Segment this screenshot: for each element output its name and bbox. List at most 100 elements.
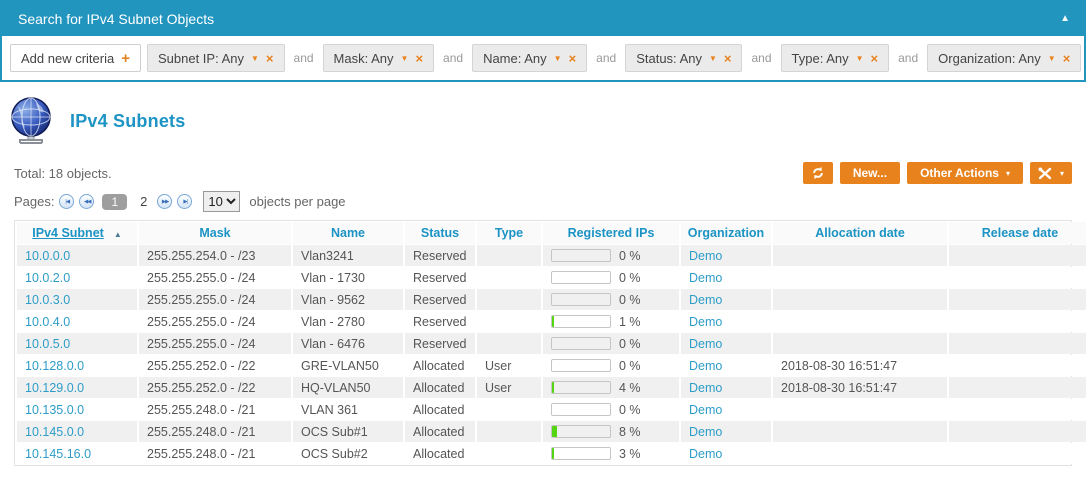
page-2-link[interactable]: 2 xyxy=(140,194,148,209)
subnet-link[interactable]: 10.0.3.0 xyxy=(25,292,71,307)
new-button[interactable]: New... xyxy=(839,162,901,184)
registered-ips-label: 0 % xyxy=(619,336,641,351)
registered-ips-bar xyxy=(551,271,611,285)
tools-button[interactable]: ▾ xyxy=(1029,162,1072,184)
remove-criteria-icon[interactable]: × xyxy=(1062,50,1071,66)
plus-icon: + xyxy=(121,49,130,67)
mask-cell: 255.255.248.0 - /21 xyxy=(139,421,291,442)
column-header-label: Type xyxy=(494,226,524,240)
criteria-chip[interactable]: Subnet IP: Any ▼ × xyxy=(146,44,285,72)
subnet-cell: 10.145.16.0 xyxy=(17,443,137,464)
registered-ips-label: 0 % xyxy=(619,292,641,307)
registered-ips-fill xyxy=(552,426,557,438)
type-cell xyxy=(477,267,541,288)
name-cell: OCS Sub#2 xyxy=(293,443,403,464)
search-panel-title: Search for IPv4 Subnet Objects xyxy=(18,11,215,27)
criteria-label: Type: Any xyxy=(791,50,849,66)
next-page-icon[interactable]: ▶▶ xyxy=(157,194,173,209)
allocation-date-cell xyxy=(773,333,947,354)
column-header-label: Release date xyxy=(981,226,1059,240)
subnet-link[interactable]: 10.129.0.0 xyxy=(25,380,85,395)
subnet-link[interactable]: 10.0.5.0 xyxy=(25,336,71,351)
first-page-icon[interactable]: |◀ xyxy=(59,194,75,209)
column-header[interactable]: Name xyxy=(293,222,403,244)
organization-cell: Demo xyxy=(681,421,771,442)
allocation-date-cell xyxy=(773,267,947,288)
release-date-cell xyxy=(949,333,1086,354)
organization-link[interactable]: Demo xyxy=(689,270,723,285)
subnet-link[interactable]: 10.0.4.0 xyxy=(25,314,71,329)
allocation-date-cell xyxy=(773,311,947,332)
subnet-cell: 10.0.0.0 xyxy=(17,245,137,266)
mask-cell: 255.255.255.0 - /24 xyxy=(139,311,291,332)
organization-cell: Demo xyxy=(681,355,771,376)
registered-ips-cell: 0 % xyxy=(543,355,679,376)
subnet-cell: 10.145.0.0 xyxy=(17,421,137,442)
criteria-chip[interactable]: Mask: Any ▼ × xyxy=(322,44,435,72)
status-cell: Allocated xyxy=(405,355,475,376)
add-criteria-button[interactable]: Add new criteria + xyxy=(10,44,141,72)
subnet-link[interactable]: 10.145.16.0 xyxy=(25,446,92,461)
status-cell: Allocated xyxy=(405,399,475,420)
table-row: 10.145.0.0 255.255.248.0 - /21 OCS Sub#1 Al… xyxy=(17,421,1086,442)
caret-down-icon: ▼ xyxy=(251,53,259,63)
organization-cell: Demo xyxy=(681,245,771,266)
subnet-link[interactable]: 10.0.2.0 xyxy=(25,270,71,285)
column-header[interactable]: Allocation date xyxy=(773,222,947,244)
criteria-chip[interactable]: Status: Any ▼ × xyxy=(625,44,743,72)
registered-ips-cell: 0 % xyxy=(543,289,679,310)
release-date-cell xyxy=(949,245,1086,266)
subnet-link[interactable]: 10.135.0.0 xyxy=(25,402,85,417)
column-header[interactable]: Type xyxy=(477,222,541,244)
allocation-date-cell xyxy=(773,443,947,464)
other-actions-button[interactable]: Other Actions ▾ xyxy=(907,162,1023,184)
list-refresh-button[interactable] xyxy=(802,162,833,184)
subnet-link[interactable]: 10.128.0.0 xyxy=(25,358,85,373)
column-header[interactable]: Mask xyxy=(139,222,291,244)
organization-link[interactable]: Demo xyxy=(689,358,723,373)
organization-link[interactable]: Demo xyxy=(689,402,723,417)
remove-criteria-icon[interactable]: × xyxy=(568,50,577,66)
registered-ips-bar xyxy=(551,315,611,329)
registered-ips-bar xyxy=(551,359,611,373)
last-page-icon[interactable]: ▶| xyxy=(177,194,193,209)
remove-criteria-icon[interactable]: × xyxy=(415,50,424,66)
name-cell: Vlan - 1730 xyxy=(293,267,403,288)
column-header[interactable]: IPv4 Subnet ▲ xyxy=(17,222,137,244)
caret-down-icon: ▾ xyxy=(1005,168,1010,178)
column-header[interactable]: Organization xyxy=(681,222,771,244)
globe-network-icon xyxy=(11,97,51,144)
prev-page-icon[interactable]: ◀◀ xyxy=(79,194,95,209)
collapse-panel-icon[interactable]: ▲ xyxy=(1060,13,1070,24)
column-header[interactable]: Release date xyxy=(949,222,1086,244)
name-cell: OCS Sub#1 xyxy=(293,421,403,442)
subnet-link[interactable]: 10.0.0.0 xyxy=(25,248,71,263)
organization-link[interactable]: Demo xyxy=(689,314,723,329)
remove-criteria-icon[interactable]: × xyxy=(870,50,879,66)
registered-ips-label: 0 % xyxy=(619,270,641,285)
organization-link[interactable]: Demo xyxy=(689,336,723,351)
table-row: 10.135.0.0 255.255.248.0 - /21 VLAN 361 All… xyxy=(17,399,1086,420)
organization-cell: Demo xyxy=(681,333,771,354)
organization-link[interactable]: Demo xyxy=(689,292,723,307)
criteria-chip[interactable]: Type: Any ▼ × xyxy=(780,44,890,72)
subnet-link[interactable]: 10.145.0.0 xyxy=(25,424,85,439)
pages-label: Pages: xyxy=(14,194,55,209)
organization-link[interactable]: Demo xyxy=(689,424,723,439)
column-header[interactable]: Registered IPs xyxy=(543,222,679,244)
per-page-select[interactable]: 10 xyxy=(203,191,241,212)
remove-criteria-icon[interactable]: × xyxy=(723,50,732,66)
registered-ips-bar xyxy=(551,293,611,307)
subnet-cell: 10.0.4.0 xyxy=(17,311,137,332)
criteria-chip[interactable]: Organization: Any ▼ × xyxy=(927,44,1082,72)
organization-link[interactable]: Demo xyxy=(689,248,723,263)
column-header[interactable]: Status xyxy=(405,222,475,244)
criteria-chip[interactable]: Name: Any ▼ × xyxy=(472,44,588,72)
type-cell xyxy=(477,311,541,332)
organization-link[interactable]: Demo xyxy=(689,446,723,461)
organization-link[interactable]: Demo xyxy=(689,380,723,395)
type-cell xyxy=(477,289,541,310)
remove-criteria-icon[interactable]: × xyxy=(265,50,274,66)
type-cell xyxy=(477,245,541,266)
release-date-cell xyxy=(949,267,1086,288)
